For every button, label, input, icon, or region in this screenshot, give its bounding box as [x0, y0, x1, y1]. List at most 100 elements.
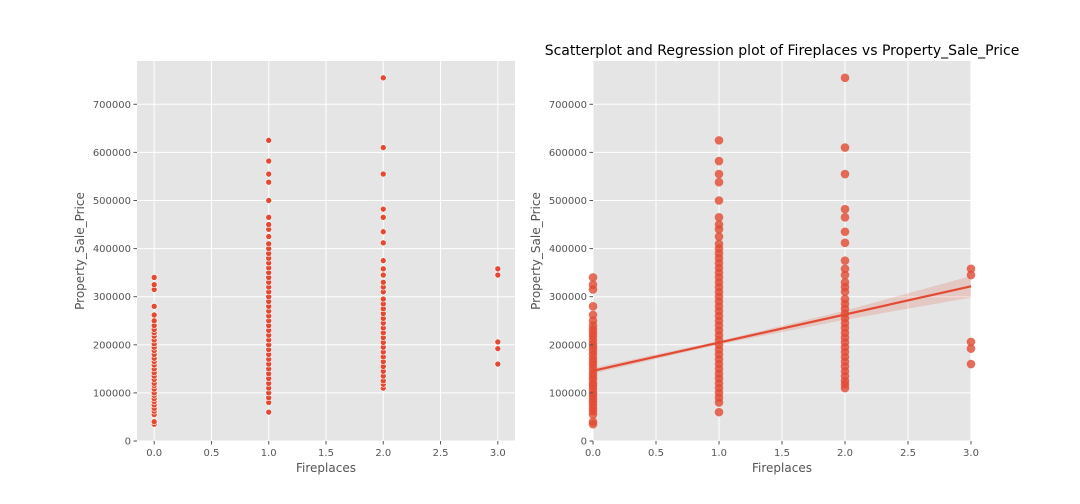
left-y-tick-label: 200000	[93, 340, 131, 351]
right-data-point	[714, 213, 724, 222]
right-y-tick-label: 200000	[549, 340, 587, 351]
right-data-point	[840, 294, 850, 304]
right-x-tick-label: 1.5	[774, 448, 790, 459]
left-data-point	[150, 281, 158, 288]
right-y-tick-label: 600000	[549, 148, 587, 159]
right-data-point	[966, 264, 976, 274]
right-points	[588, 73, 976, 429]
left-x-axis-label: Fireplaces	[296, 461, 356, 475]
right-data-point	[714, 136, 724, 145]
left-data-point	[379, 239, 387, 247]
right-data-point	[840, 204, 850, 214]
right-data-point	[840, 169, 850, 179]
left-data-point	[265, 408, 273, 416]
left-y-axis-label: Property_Sale_Price	[73, 192, 87, 310]
left-y-tick-label: 500000	[93, 196, 131, 207]
left-data-point	[494, 345, 502, 352]
left-x-tick-label: 0.0	[146, 448, 162, 459]
left-points	[150, 74, 502, 428]
left-subplot: 0.0 0.5 1.0 1.5 2.0 2.5 3.0 0 100000 200000 30000…	[73, 61, 515, 475]
regression-line	[592, 285, 972, 372]
left-data-point	[379, 214, 387, 221]
left-data-point	[150, 303, 158, 310]
left-data-point	[265, 137, 273, 144]
left-data-point	[265, 214, 273, 221]
left-x-tick-label: 0.5	[204, 448, 220, 459]
left-y-tick-label: 0	[125, 437, 131, 448]
left-data-point	[379, 205, 387, 213]
right-y-ticks: 0 100000 200000 300000 400000 500000 600000 700…	[549, 100, 593, 448]
left-x-ticks: 0.0 0.5 1.0 1.5 2.0 2.5 3.0	[146, 441, 506, 459]
left-x-tick-label: 3.0	[490, 448, 506, 459]
right-data-point	[840, 73, 850, 83]
right-data-point	[966, 270, 976, 280]
left-data-point	[265, 157, 273, 165]
right-y-tick-label: 300000	[549, 292, 587, 303]
left-data-point	[265, 233, 273, 240]
left-data-point	[265, 221, 273, 228]
right-data-point	[840, 270, 850, 280]
right-data-point	[588, 273, 598, 282]
right-regression-line	[592, 285, 972, 372]
right-data-point	[966, 337, 976, 347]
left-data-point	[379, 295, 387, 303]
left-data-point	[379, 257, 387, 264]
left-data-point	[265, 170, 273, 178]
left-data-point	[265, 240, 273, 248]
left-data-point	[265, 197, 273, 204]
left-data-point	[379, 144, 387, 151]
right-chart-title: Scatterplot and Regression plot of Firep…	[545, 43, 1020, 59]
right-data-point	[714, 232, 724, 241]
right-data-point	[840, 238, 850, 248]
left-y-tick-label: 300000	[93, 292, 131, 303]
left-data-point	[379, 271, 387, 279]
left-data-point	[150, 317, 158, 325]
left-x-tick-label: 1.5	[318, 448, 334, 459]
left-data-point	[379, 170, 387, 178]
right-x-axis-label: Fireplaces	[752, 461, 812, 475]
right-x-tick-label: 0.5	[648, 448, 664, 459]
left-y-tick-label: 400000	[93, 244, 131, 255]
left-data-point	[150, 418, 158, 426]
left-data-point	[265, 178, 273, 186]
left-data-point	[494, 360, 502, 368]
right-data-point	[840, 227, 850, 237]
left-x-tick-label: 1.0	[261, 448, 277, 459]
left-data-point	[150, 311, 158, 319]
right-data-point	[966, 359, 976, 369]
right-subplot: 0.0 0.5 1.0 1.5 2.0 2.5 3.0 0 100000 200000 30000…	[529, 43, 1019, 475]
right-data-point	[966, 344, 976, 353]
right-data-point	[714, 407, 724, 417]
left-data-point	[379, 265, 387, 273]
right-y-tick-label: 100000	[549, 388, 587, 399]
right-data-point	[714, 239, 724, 249]
left-y-tick-label: 600000	[93, 148, 131, 159]
right-y-tick-label: 700000	[549, 100, 587, 111]
right-x-tick-label: 1.0	[711, 448, 727, 459]
right-data-point	[840, 277, 850, 287]
left-x-tick-label: 2.5	[433, 448, 449, 459]
left-data-point	[150, 274, 158, 281]
right-y-axis-label: Property_Sale_Price	[529, 192, 543, 310]
right-data-point	[588, 310, 598, 320]
right-y-tick-label: 400000	[549, 244, 587, 255]
right-data-point	[714, 220, 724, 229]
right-data-point	[840, 143, 850, 152]
right-x-tick-label: 2.0	[837, 448, 853, 459]
left-y-tick-label: 700000	[93, 100, 131, 111]
left-data-point	[379, 74, 387, 82]
right-data-point	[714, 156, 724, 166]
right-data-point	[840, 213, 850, 222]
left-y-tick-label: 100000	[93, 388, 131, 399]
right-data-point	[588, 302, 598, 311]
left-data-point	[494, 338, 502, 346]
left-data-point	[494, 271, 502, 279]
right-data-point	[840, 256, 850, 265]
left-data-point	[494, 265, 502, 273]
left-data-point	[379, 228, 387, 236]
left-y-ticks: 0 100000 200000 300000 400000 500000 600000 700…	[93, 100, 137, 448]
right-y-tick-label: 500000	[549, 196, 587, 207]
right-x-tick-label: 2.5	[900, 448, 916, 459]
right-x-tick-label: 3.0	[963, 448, 979, 459]
